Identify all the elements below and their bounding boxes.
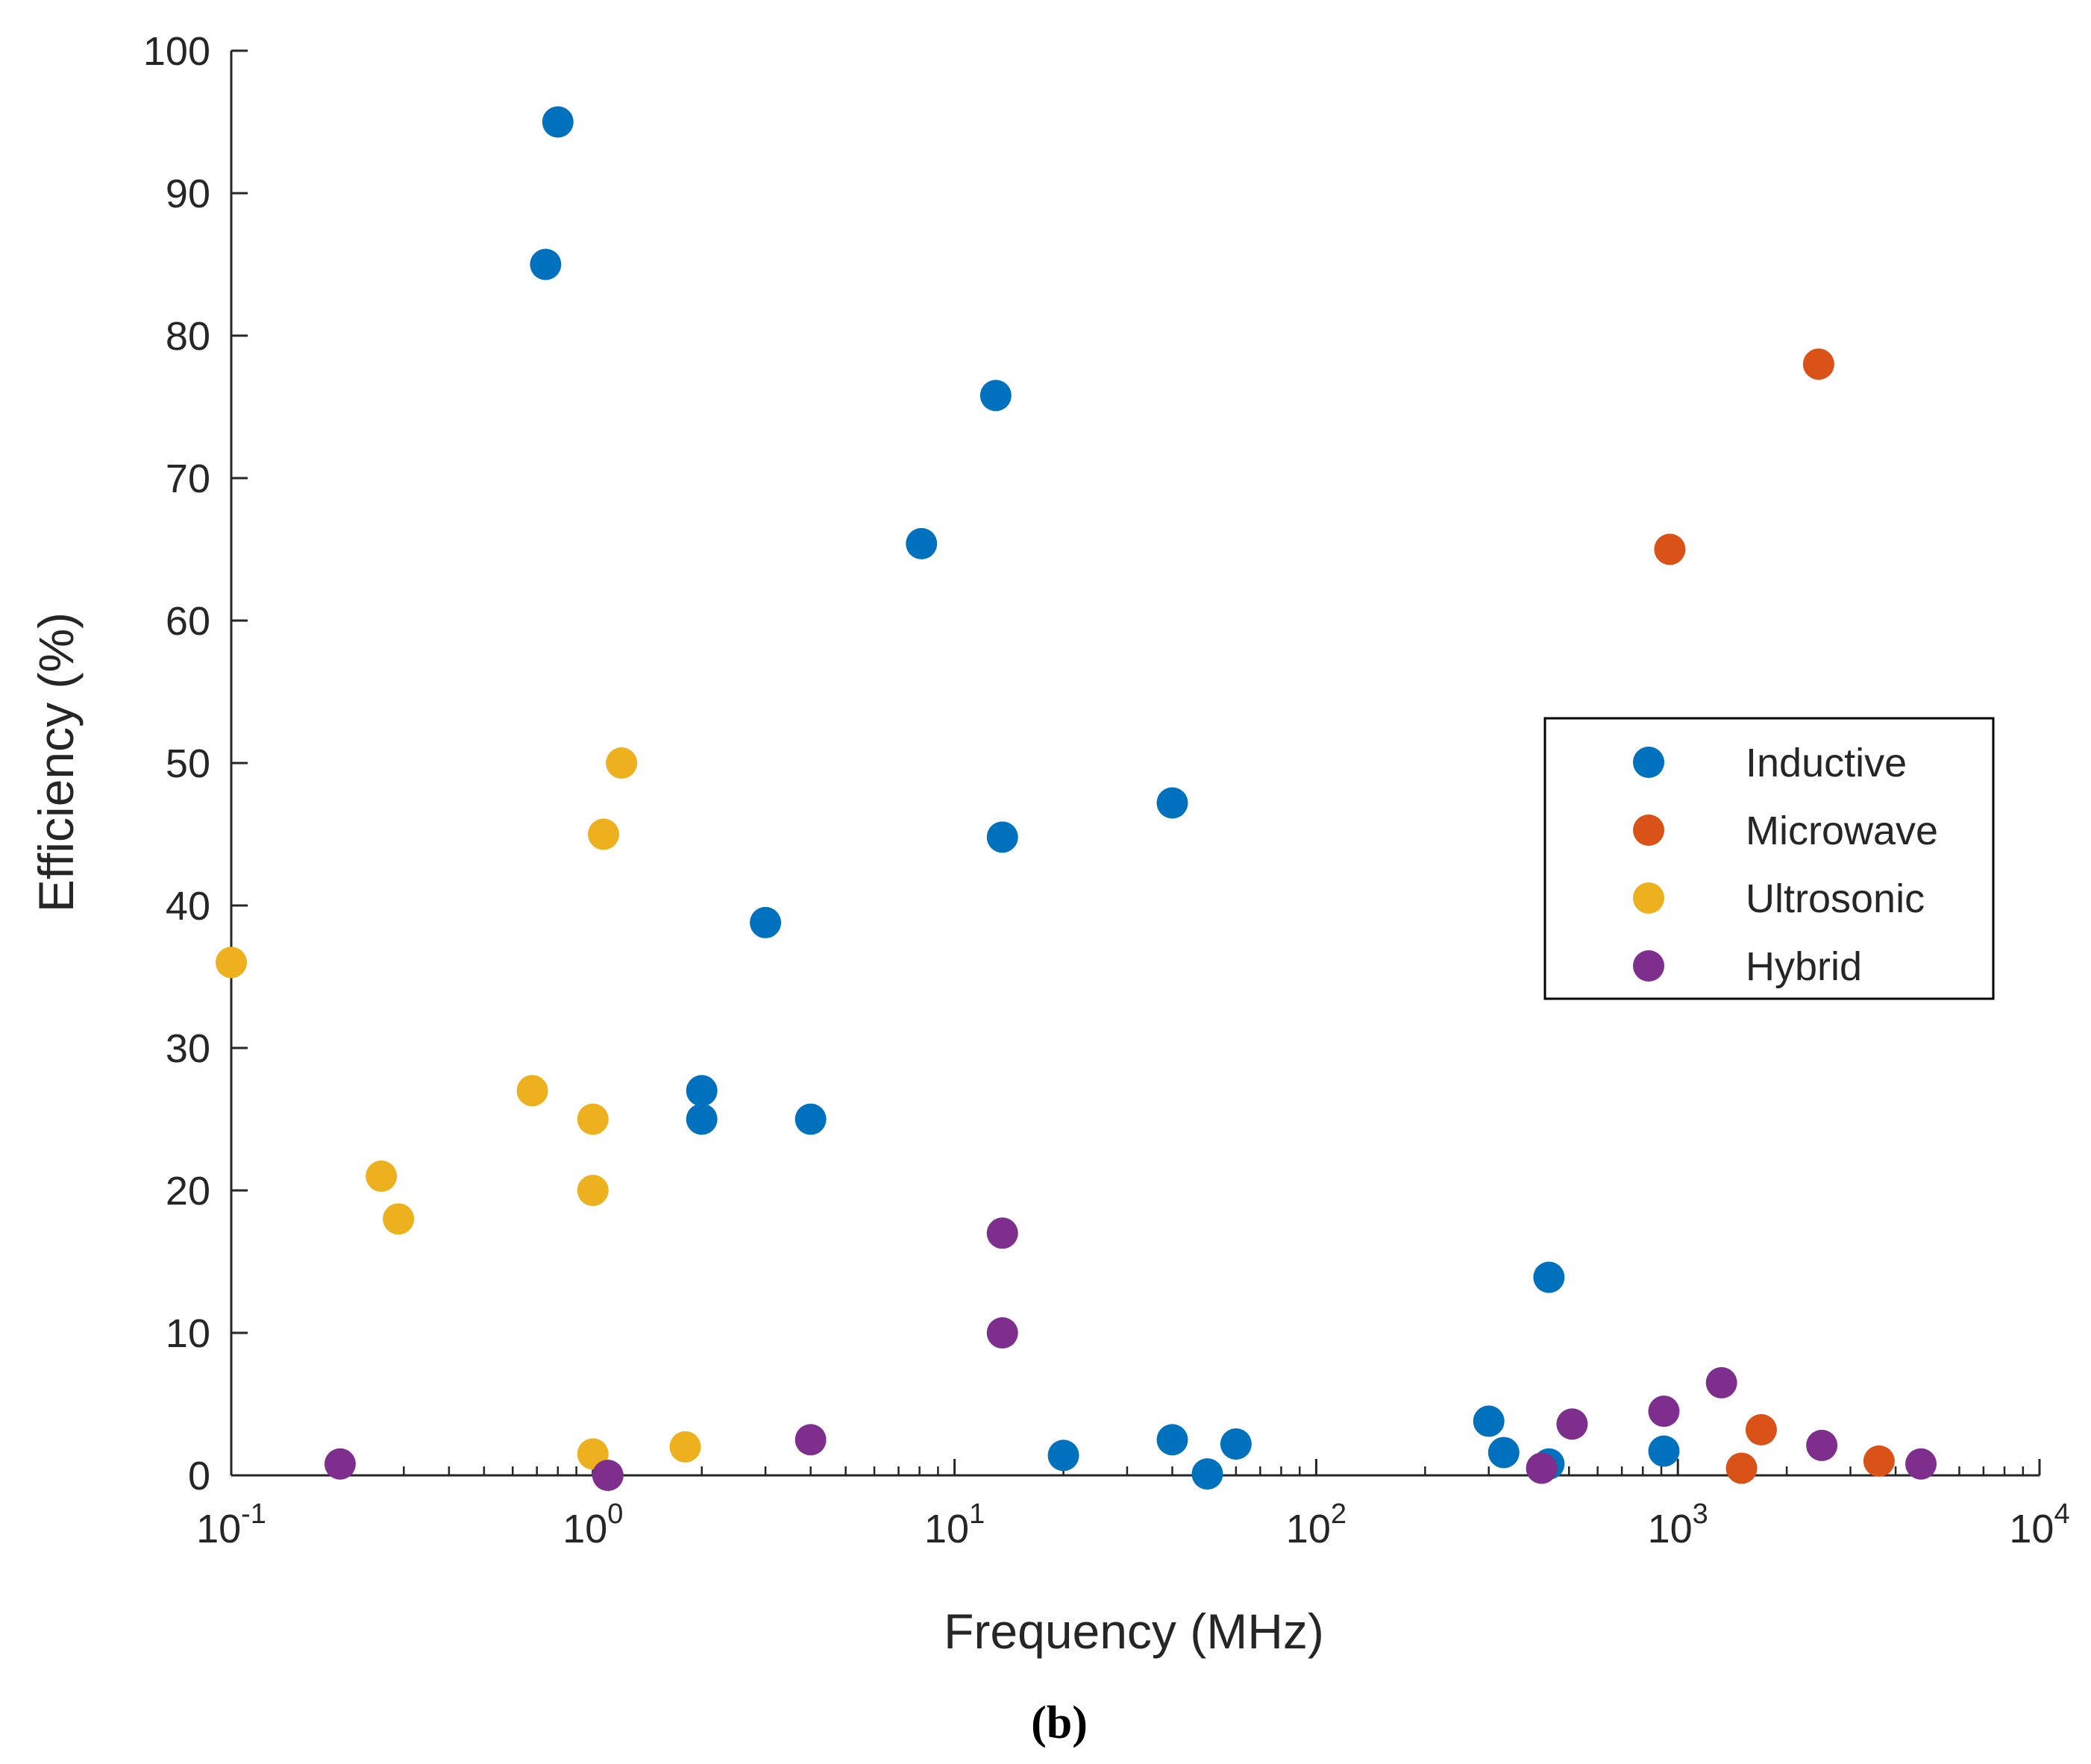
y-tick-label: 100 [143, 29, 210, 74]
y-tick-label: 30 [166, 1026, 210, 1071]
inductive-point [1487, 1437, 1520, 1469]
ultrosonic-point [216, 947, 247, 979]
ultrosonic-point [577, 1103, 609, 1135]
legend: Inductive Microwave Ultrosonic Hybrid [1543, 717, 1995, 1000]
tick-labels: 0 10 20 30 40 50 60 70 80 90 100 10-1 100 101 102 103 10… [143, 29, 2070, 1551]
microwave-point [1863, 1445, 1895, 1477]
inductive-point [750, 906, 782, 938]
inductive-point [1533, 1261, 1565, 1293]
microwave-point [1725, 1452, 1758, 1484]
y-tick-label: 0 [188, 1454, 210, 1498]
data-points [216, 106, 1937, 1491]
inductive-point [1473, 1405, 1505, 1437]
y-tick-label: 70 [166, 456, 210, 501]
x-tick-label: 103 [1648, 1498, 1708, 1551]
x-tick-label: 101 [924, 1498, 985, 1551]
microwave-point [1654, 533, 1686, 565]
y-tick-label: 40 [166, 884, 210, 929]
ultrosonic-point [588, 818, 620, 850]
ultrosonic-point [383, 1203, 415, 1235]
ultrosonic-point [577, 1175, 609, 1206]
legend-label-inductive: Inductive [1746, 741, 1907, 785]
inductive-point [1047, 1440, 1079, 1472]
hybrid-point [986, 1217, 1018, 1249]
y-axis-title: Efficiency (%) [28, 612, 84, 912]
y-tick-label: 20 [166, 1169, 210, 1214]
inductive-point [1220, 1428, 1252, 1460]
figure-caption: (b) [1031, 1698, 1088, 1748]
hybrid-point [794, 1424, 827, 1456]
hybrid-point [1905, 1448, 1937, 1480]
hybrid-point [1526, 1452, 1558, 1484]
inductive-point [794, 1103, 827, 1135]
x-tick-label: 100 [562, 1498, 623, 1551]
hybrid-point [324, 1448, 356, 1480]
legend-marker-ultrosonic [1633, 882, 1664, 914]
microwave-point [1802, 348, 1834, 380]
legend-marker-inductive [1633, 747, 1664, 778]
y-tick-label: 80 [166, 314, 210, 359]
inductive-point [1191, 1458, 1223, 1490]
hybrid-point [986, 1317, 1018, 1349]
hybrid-point [1556, 1408, 1588, 1440]
ultrosonic-point [606, 747, 638, 779]
inductive-point [1648, 1435, 1680, 1467]
inductive-point [530, 248, 562, 280]
legend-marker-microwave [1633, 814, 1664, 846]
legend-label-ultrosonic: Ultrosonic [1746, 876, 1925, 921]
hybrid-point [1705, 1366, 1737, 1399]
ultrosonic-point [669, 1431, 701, 1463]
y-tick-label: 10 [166, 1311, 210, 1356]
inductive-point [1156, 1424, 1188, 1456]
y-tick-label: 90 [166, 172, 210, 216]
inductive-point [686, 1075, 718, 1107]
inductive-point [906, 527, 938, 559]
x-tick-label: 104 [2009, 1498, 2069, 1551]
inductive-point [1156, 787, 1188, 819]
inductive-point [979, 380, 1012, 412]
inductive-point [986, 821, 1018, 853]
legend-label-hybrid: Hybrid [1746, 944, 1862, 989]
ultrosonic-point [366, 1160, 398, 1192]
y-tick-label: 60 [166, 599, 210, 644]
inductive-point [542, 106, 574, 138]
y-tick-label: 50 [166, 741, 210, 786]
legend-marker-hybrid [1633, 950, 1664, 982]
microwave-point [1745, 1413, 1777, 1446]
legend-box [1543, 717, 1995, 1000]
inductive-point [686, 1103, 718, 1135]
hybrid-point [592, 1460, 624, 1491]
legend-label-microwave: Microwave [1746, 809, 1938, 853]
hybrid-point [1648, 1396, 1680, 1428]
ultrosonic-point [516, 1075, 548, 1107]
hybrid-point [1806, 1429, 1838, 1461]
x-axis-title: Frequency (MHz) [944, 1604, 1324, 1659]
x-tick-label: 10-1 [196, 1498, 266, 1551]
x-tick-label: 102 [1286, 1498, 1347, 1551]
